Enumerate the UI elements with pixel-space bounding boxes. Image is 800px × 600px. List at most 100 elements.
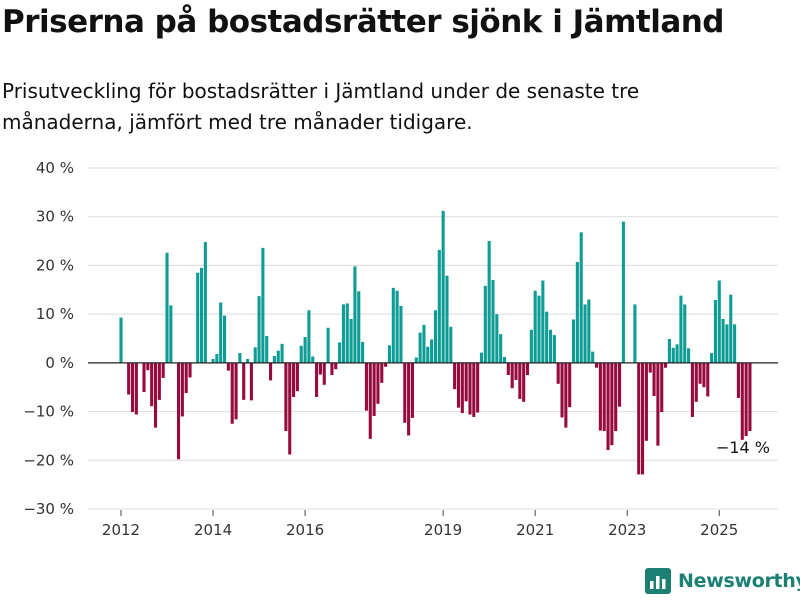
bar (606, 362, 610, 451)
bar (667, 338, 671, 363)
bar (437, 249, 441, 363)
bar (598, 362, 602, 431)
bar (725, 324, 729, 363)
bar (483, 285, 487, 363)
latest-value-label: −14 % (716, 438, 770, 457)
bar (180, 362, 184, 417)
bar (568, 362, 572, 408)
bar (353, 266, 357, 363)
bar (219, 302, 223, 363)
bar (717, 280, 721, 363)
bar (280, 343, 284, 363)
bar (165, 252, 169, 363)
bar (533, 290, 537, 363)
bar (418, 332, 422, 363)
bar (368, 362, 372, 439)
bar (410, 362, 415, 418)
bar (433, 310, 438, 363)
x-tick-label: 2019 (424, 521, 462, 539)
bar (591, 351, 595, 363)
bar (188, 362, 192, 378)
bar (522, 362, 526, 402)
bar (130, 362, 135, 413)
bar (215, 354, 219, 363)
bar (234, 362, 238, 420)
bar (594, 362, 599, 368)
bar (656, 362, 660, 446)
bar (395, 290, 399, 363)
bar (541, 280, 545, 363)
bar (196, 272, 200, 363)
bar (257, 296, 261, 363)
bar (706, 362, 710, 397)
bar (675, 344, 679, 363)
bar (690, 362, 694, 417)
bar (575, 262, 579, 363)
bar (127, 362, 131, 395)
bar (269, 362, 273, 381)
bar (403, 362, 407, 423)
bar (184, 362, 188, 394)
bar (587, 299, 591, 363)
x-tick-label: 2012 (102, 521, 140, 539)
bar (246, 358, 250, 363)
bar (407, 362, 411, 436)
bar (502, 357, 507, 363)
bar (357, 291, 361, 363)
bar (740, 362, 744, 440)
bar (150, 362, 154, 407)
bar (242, 362, 246, 400)
bar (211, 358, 215, 363)
y-tick-label: −20 % (23, 451, 74, 469)
bar (249, 362, 253, 401)
bar (683, 304, 687, 363)
x-tick-label: 2025 (700, 521, 738, 539)
bar (579, 232, 583, 363)
bar (537, 295, 541, 363)
bar (644, 362, 648, 441)
bar (299, 345, 303, 363)
x-tick-label: 2016 (286, 521, 324, 539)
bar (468, 362, 472, 415)
bar (660, 362, 664, 413)
y-tick-label: 0 % (45, 354, 74, 372)
bar (487, 241, 491, 363)
bar (284, 362, 288, 432)
bar (330, 362, 334, 376)
bar (733, 324, 737, 363)
brand-logo: Newsworthy (645, 568, 800, 594)
bar (303, 337, 307, 363)
bar (169, 305, 173, 363)
bar (226, 362, 230, 371)
bar (223, 315, 227, 363)
bar (176, 362, 181, 460)
bar (399, 305, 403, 363)
bar (272, 356, 276, 363)
y-tick-label: 30 % (36, 208, 74, 226)
bar (449, 326, 453, 363)
bar (472, 362, 476, 417)
bar (506, 362, 510, 376)
bar (326, 327, 330, 363)
bar (153, 362, 158, 428)
bar (687, 348, 691, 363)
y-tick-label: −30 % (23, 500, 74, 518)
brand-name: Newsworthy (678, 570, 800, 592)
bar (276, 350, 280, 363)
bar (364, 362, 368, 411)
bar (648, 362, 652, 373)
bar (744, 362, 748, 436)
bar (460, 362, 464, 414)
bar (349, 319, 353, 363)
bar (292, 362, 296, 397)
bar (119, 317, 123, 363)
bar (307, 310, 311, 363)
bar (618, 362, 622, 407)
bar (199, 267, 204, 363)
bar-chart-logo-icon (645, 568, 671, 594)
bar (545, 311, 549, 363)
bar (341, 304, 345, 363)
bar (203, 242, 207, 363)
bar (426, 346, 430, 363)
